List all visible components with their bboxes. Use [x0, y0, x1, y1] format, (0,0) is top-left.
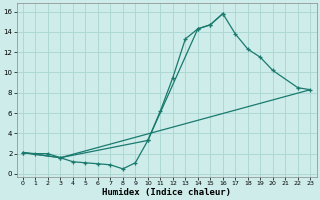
- X-axis label: Humidex (Indice chaleur): Humidex (Indice chaleur): [102, 188, 231, 197]
